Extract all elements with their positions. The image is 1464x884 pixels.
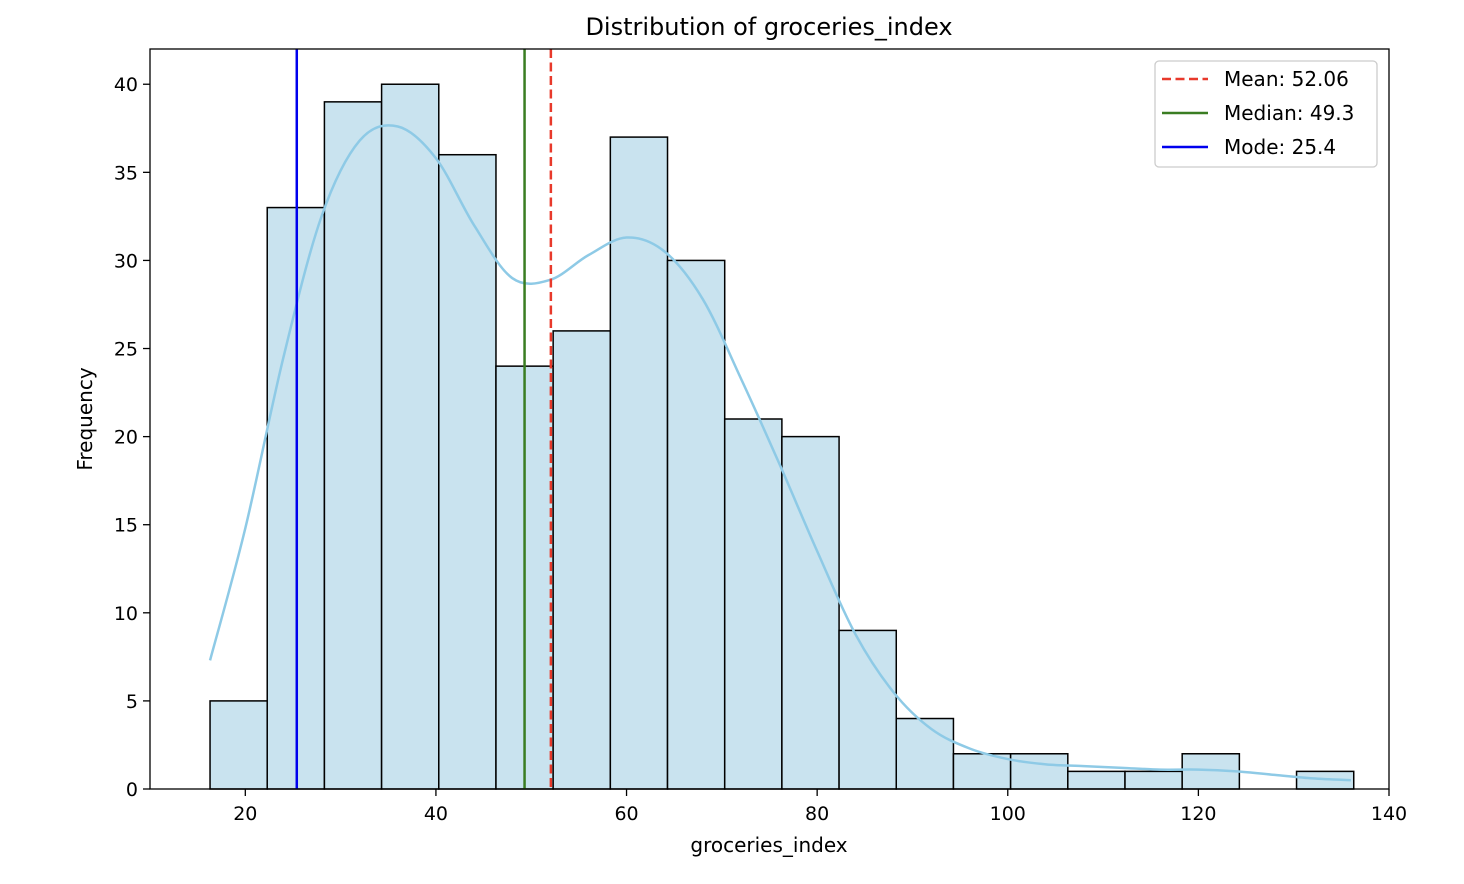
histogram-bar bbox=[323, 101, 383, 790]
histogram-bar bbox=[552, 330, 612, 790]
y-tick-label: 40 bbox=[114, 74, 138, 96]
x-tick-label: 60 bbox=[614, 803, 638, 825]
y-tick-label: 0 bbox=[126, 779, 138, 801]
x-tick-label: 120 bbox=[1180, 803, 1216, 825]
y-tick-label: 25 bbox=[114, 339, 138, 361]
y-tick-label: 30 bbox=[114, 250, 138, 272]
y-tick-label: 35 bbox=[114, 162, 138, 184]
x-axis: 20 40 60 80 100 120 140 bbox=[233, 789, 1407, 825]
legend-entry-mean: Mean: 52.06 bbox=[1224, 67, 1349, 91]
y-tick-label: 15 bbox=[114, 515, 138, 537]
legend-entry-mode: Mode: 25.4 bbox=[1224, 135, 1336, 159]
y-tick-label: 10 bbox=[114, 603, 138, 625]
bars-group bbox=[209, 83, 1355, 790]
histogram-bar bbox=[838, 629, 898, 790]
histogram-bar bbox=[1009, 753, 1069, 790]
chart-title: Distribution of groceries_index bbox=[585, 13, 952, 41]
plot-frame bbox=[149, 48, 1390, 790]
histogram-bar bbox=[666, 259, 726, 790]
legend-entry-median: Median: 49.3 bbox=[1224, 101, 1354, 125]
histogram-bar bbox=[895, 717, 955, 790]
x-tick-label: 20 bbox=[233, 803, 257, 825]
histogram-bar bbox=[380, 83, 440, 790]
histogram-bar bbox=[723, 418, 783, 790]
y-axis-label: Frequency bbox=[73, 367, 97, 470]
x-axis-label: groceries_index bbox=[690, 833, 847, 857]
histogram-bar bbox=[209, 700, 268, 790]
y-axis: 0 5 10 15 20 25 30 35 40 bbox=[114, 74, 150, 801]
legend: Mean: 52.06 Median: 49.3 Mode: 25.4 bbox=[1154, 60, 1378, 168]
legend-box bbox=[1154, 60, 1378, 168]
x-tick-label: 40 bbox=[424, 803, 448, 825]
x-tick-label: 80 bbox=[805, 803, 829, 825]
stat-lines-group bbox=[295, 49, 553, 789]
histogram-bar bbox=[1067, 770, 1126, 790]
x-tick-label: 140 bbox=[1371, 803, 1407, 825]
histogram-bar bbox=[781, 435, 840, 790]
histogram-bar bbox=[438, 153, 497, 790]
histogram-bar bbox=[609, 136, 669, 790]
y-tick-label: 20 bbox=[114, 427, 138, 449]
y-tick-label: 5 bbox=[126, 691, 138, 713]
histogram-bar bbox=[1124, 770, 1183, 790]
kde-curve bbox=[208, 124, 1351, 782]
x-tick-label: 100 bbox=[990, 803, 1026, 825]
